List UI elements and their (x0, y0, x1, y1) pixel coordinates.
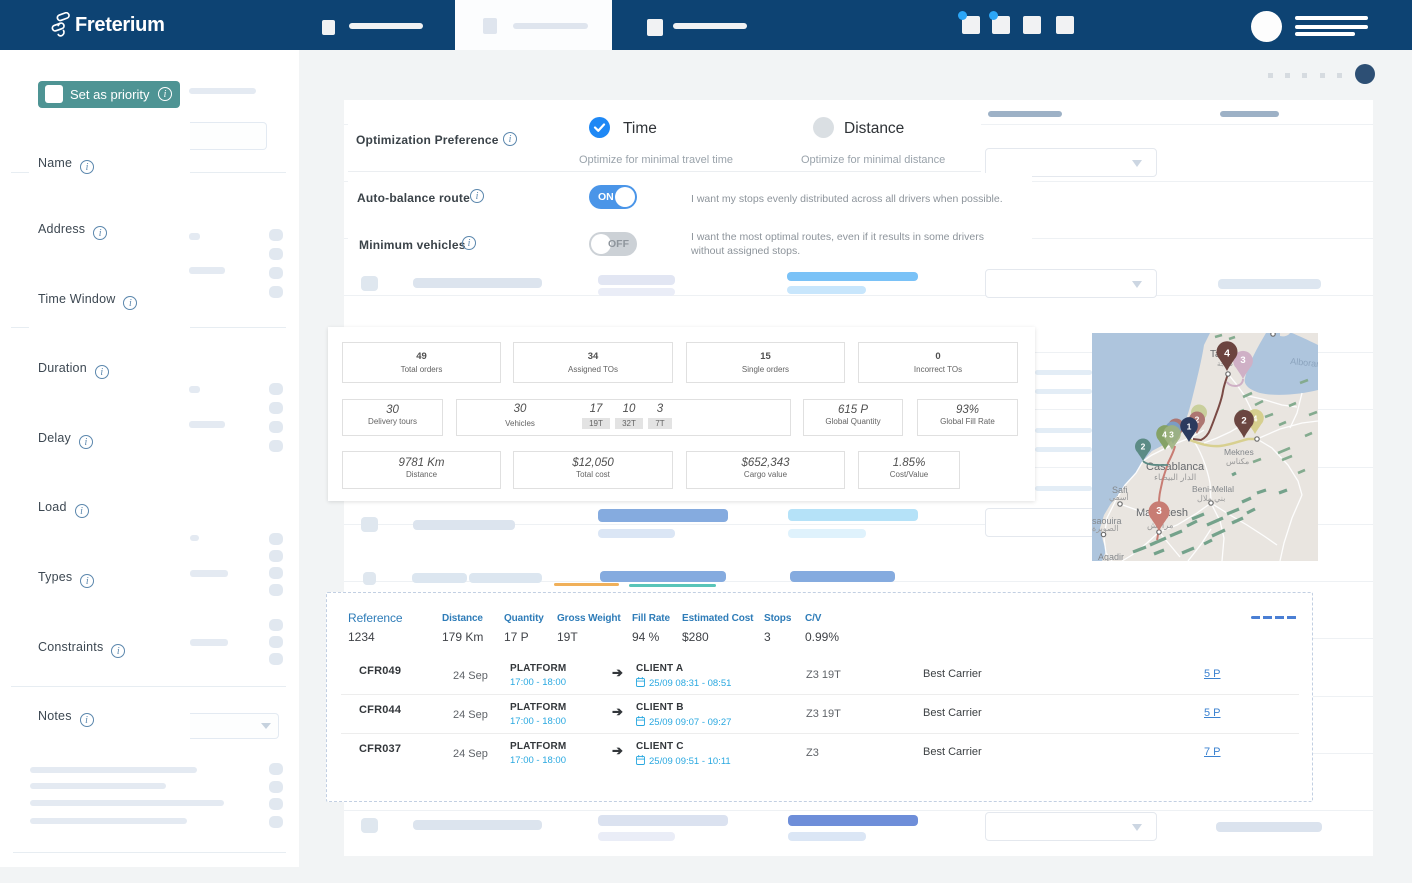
svg-text:بني ملال: بني ملال (1197, 494, 1225, 503)
svg-text:3: 3 (1169, 430, 1174, 440)
svg-text:Ta: Ta (1210, 349, 1221, 360)
svg-text:Alboran: Alboran (1290, 356, 1318, 369)
svg-text:1: 1 (1187, 422, 1192, 432)
svg-text:Safi: Safi (1112, 485, 1128, 495)
svg-text:4: 4 (1224, 348, 1230, 360)
svg-text:Beni-Mellal: Beni-Mellal (1192, 484, 1234, 494)
svg-text:Casablanca: Casablanca (1146, 461, 1205, 473)
svg-text:2: 2 (1241, 416, 1246, 427)
svg-text:أسفي: أسفي (1109, 491, 1129, 502)
svg-text:3: 3 (1240, 355, 1245, 366)
svg-text:4: 4 (1162, 430, 1167, 440)
svg-text:4: 4 (1253, 414, 1258, 424)
svg-text:saouira: saouira (1092, 516, 1122, 526)
svg-text:مكناس: مكناس (1226, 457, 1249, 466)
svg-text:الدار البيضاء: الدار البيضاء (1154, 472, 1196, 483)
svg-text:3: 3 (1156, 506, 1162, 517)
svg-text:الصويرة: الصويرة (1092, 524, 1119, 533)
svg-text:Agadir: Agadir (1098, 552, 1124, 561)
svg-text:Meknes: Meknes (1224, 447, 1254, 457)
svg-text:2: 2 (1141, 442, 1146, 452)
svg-text:2: 2 (1195, 415, 1200, 425)
